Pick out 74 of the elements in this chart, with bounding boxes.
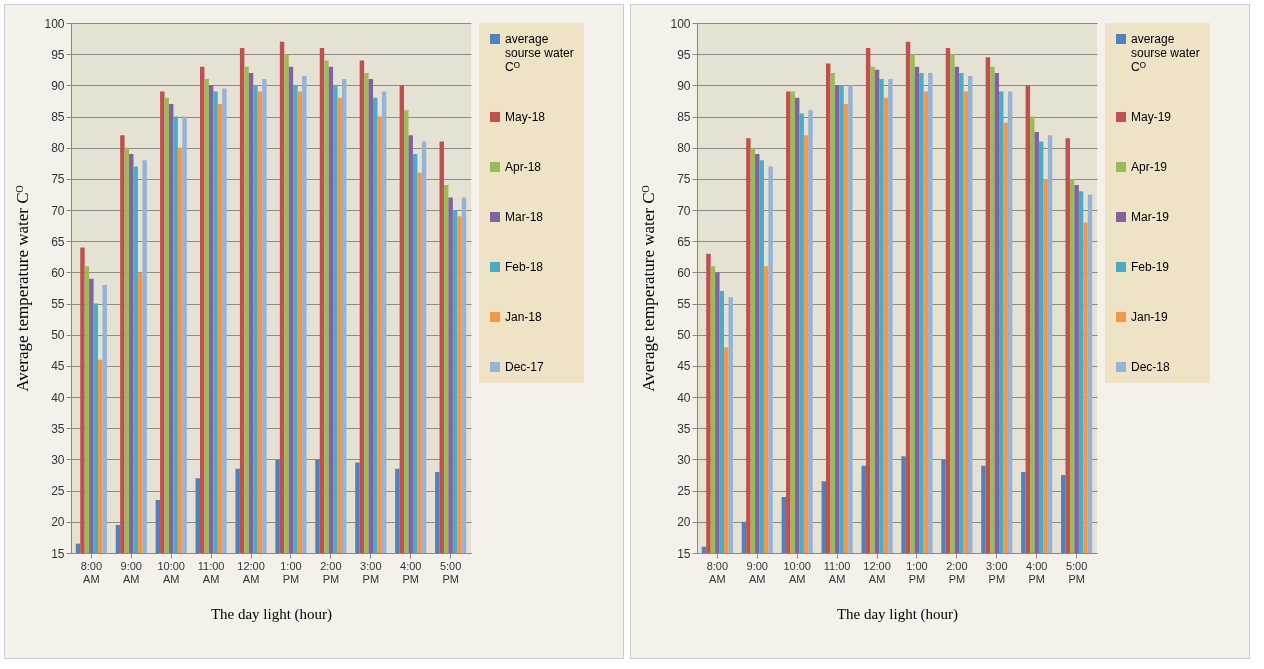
- y-tick-label: 70: [677, 203, 691, 218]
- legend-label: Mar-18: [505, 210, 544, 224]
- x-tick-label: 2:00 PM: [946, 559, 968, 585]
- y-tick-label: 20: [677, 515, 691, 530]
- y-tick-label: 25: [677, 484, 691, 499]
- x-tick-label: 1:00 PM: [280, 559, 302, 585]
- y-tick-label: 35: [51, 421, 65, 436]
- y-tick-label: 60: [677, 265, 691, 280]
- x-tick-label: 4:00 PM: [400, 559, 422, 585]
- legend-label: average sourse water Cᴼ: [505, 32, 574, 74]
- legend-label: Dec-18: [1131, 360, 1171, 374]
- y-tick-label: 70: [51, 203, 65, 218]
- y-tick-label: 45: [677, 359, 691, 374]
- y-tick-label: 40: [51, 390, 65, 405]
- x-tick-label: 12:00 AM: [237, 559, 265, 585]
- legend-label: Jan-18: [505, 310, 543, 324]
- y-tick-label: 65: [51, 234, 65, 249]
- x-tick-label: 5:00 PM: [1065, 559, 1088, 585]
- y-tick-label: 90: [677, 78, 691, 93]
- legend-label: Jan-19: [1131, 310, 1169, 324]
- y-tick-label: 75: [677, 172, 691, 187]
- x-tick-label: 1:00 PM: [906, 559, 928, 585]
- x-tick-label: 5:00 PM: [439, 559, 462, 585]
- x-tick-label: 8:00 AM: [706, 559, 729, 585]
- legend-label: Mar-19: [1131, 210, 1170, 224]
- y-tick-label: 65: [677, 234, 691, 249]
- x-tick-label: 3:00 PM: [360, 559, 382, 585]
- legend-label: Apr-18: [505, 160, 542, 174]
- y-tick-label: 90: [51, 78, 65, 93]
- y-tick-label: 50: [51, 328, 65, 343]
- x-tick-label: 8:00 AM: [80, 559, 103, 585]
- legend-label: May-19: [1131, 110, 1172, 124]
- y-tick-label: 85: [677, 110, 691, 125]
- y-tick-label: 55: [51, 297, 65, 312]
- y-tick-label: 95: [677, 47, 691, 62]
- x-tick-label: 10:00 AM: [157, 559, 185, 585]
- legend-label: Feb-19: [1131, 260, 1170, 274]
- y-tick-label: 95: [51, 47, 65, 62]
- y-tick-label: 75: [51, 172, 65, 187]
- y-tick-label: 85: [51, 110, 65, 125]
- x-tick-label: 9:00 AM: [746, 559, 768, 585]
- legend-label: May-18: [505, 110, 546, 124]
- y-tick-label: 45: [51, 359, 65, 374]
- x-tick-label: 4:00 PM: [1026, 559, 1048, 585]
- y-tick-label: 30: [677, 452, 691, 467]
- x-axis-title: The day light (hour): [836, 605, 959, 623]
- y-axis-title: Average temperature water Cᴼ: [639, 185, 659, 392]
- x-tick-label: 11:00 AM: [823, 559, 851, 585]
- y-tick-label: 15: [51, 546, 65, 561]
- y-tick-label: 60: [51, 265, 65, 280]
- x-axis-title: The day light (hour): [210, 605, 333, 623]
- y-tick-label: 35: [677, 421, 691, 436]
- x-tick-label: 11:00 AM: [197, 559, 225, 585]
- legend-label: average sourse water Cᴼ: [1131, 32, 1200, 74]
- y-tick-label: 20: [51, 515, 65, 530]
- y-tick-label: 40: [677, 390, 691, 405]
- x-tick-label: 10:00 AM: [783, 559, 811, 585]
- y-tick-label: 100: [670, 16, 691, 31]
- y-tick-label: 80: [51, 141, 65, 156]
- y-axis-title: Average temperature water Cᴼ: [13, 185, 33, 392]
- y-tick-label: 25: [51, 484, 65, 499]
- legend-label: Dec-17: [505, 360, 545, 374]
- legend-label: Feb-18: [505, 260, 544, 274]
- x-tick-label: 2:00 PM: [320, 559, 342, 585]
- x-tick-label: 3:00 PM: [986, 559, 1008, 585]
- y-tick-label: 15: [677, 546, 691, 561]
- y-tick-label: 80: [677, 141, 691, 156]
- y-tick-label: 100: [44, 16, 65, 31]
- legend-label: Apr-19: [1131, 160, 1168, 174]
- x-tick-label: 9:00 AM: [120, 559, 142, 585]
- x-tick-label: 12:00 AM: [863, 559, 891, 585]
- y-tick-label: 50: [677, 328, 691, 343]
- y-tick-label: 30: [51, 452, 65, 467]
- y-tick-label: 55: [677, 297, 691, 312]
